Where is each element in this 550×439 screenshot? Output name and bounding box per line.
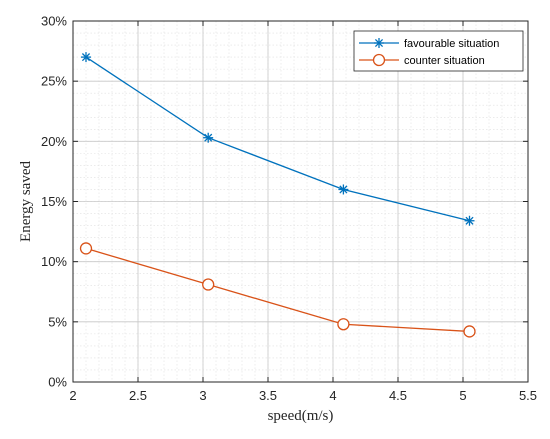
x-tick-label: 5.5 <box>519 388 537 403</box>
series-2-point <box>337 318 350 331</box>
y-tick-label: 0% <box>48 375 67 390</box>
legend-marker-2 <box>372 53 386 67</box>
legend-label-2: counter situation <box>404 55 485 67</box>
series-1-point <box>338 184 349 195</box>
x-tick-label: 2.5 <box>129 388 147 403</box>
asterisk-stroke <box>374 38 384 48</box>
y-tick-label: 25% <box>41 74 67 89</box>
x-axis-label: speed(m/s) <box>268 408 334 424</box>
series-2-point <box>202 278 215 291</box>
asterisk-stroke <box>339 185 348 194</box>
x-tick-label: 4 <box>329 388 336 403</box>
x-tick-label: 3.5 <box>259 388 277 403</box>
y-tick-label: 30% <box>41 14 67 29</box>
y-tick-label: 20% <box>41 134 67 149</box>
series-2-point <box>79 242 93 255</box>
asterisk-stroke <box>81 53 91 62</box>
x-tick-label: 2 <box>69 388 76 403</box>
asterisk-stroke <box>465 216 474 225</box>
series-1-point <box>203 132 214 143</box>
legend-items: favourable situation counter situation <box>359 38 499 67</box>
y-tick-labels: 0% 5% 10% 15% 20% 25% 30% <box>41 14 67 390</box>
series-line-1 <box>85 56 470 222</box>
y-tick-label: 10% <box>41 254 67 269</box>
legend: favourable situation counter situation <box>353 30 524 72</box>
y-axis-label: Energy saved <box>18 161 34 242</box>
asterisk-stroke <box>204 133 213 142</box>
x-tick-label: 5 <box>459 388 466 403</box>
x-tick-label: 3 <box>199 388 206 403</box>
legend-label-1: favourable situation <box>404 38 499 50</box>
legend-marker-1 <box>374 38 384 48</box>
series-layer <box>79 52 476 338</box>
series-2-point <box>463 325 476 338</box>
x-tick-label: 4.5 <box>389 388 407 403</box>
series-1-point <box>464 215 475 226</box>
series-1-point <box>81 52 91 63</box>
tick-marks <box>72 20 529 383</box>
y-tick-label: 15% <box>41 194 67 209</box>
series-line-2 <box>85 247 470 333</box>
x-tick-labels: 2 2.5 3 3.5 4 4.5 5 5.5 <box>69 388 537 403</box>
y-tick-label: 5% <box>48 314 67 329</box>
